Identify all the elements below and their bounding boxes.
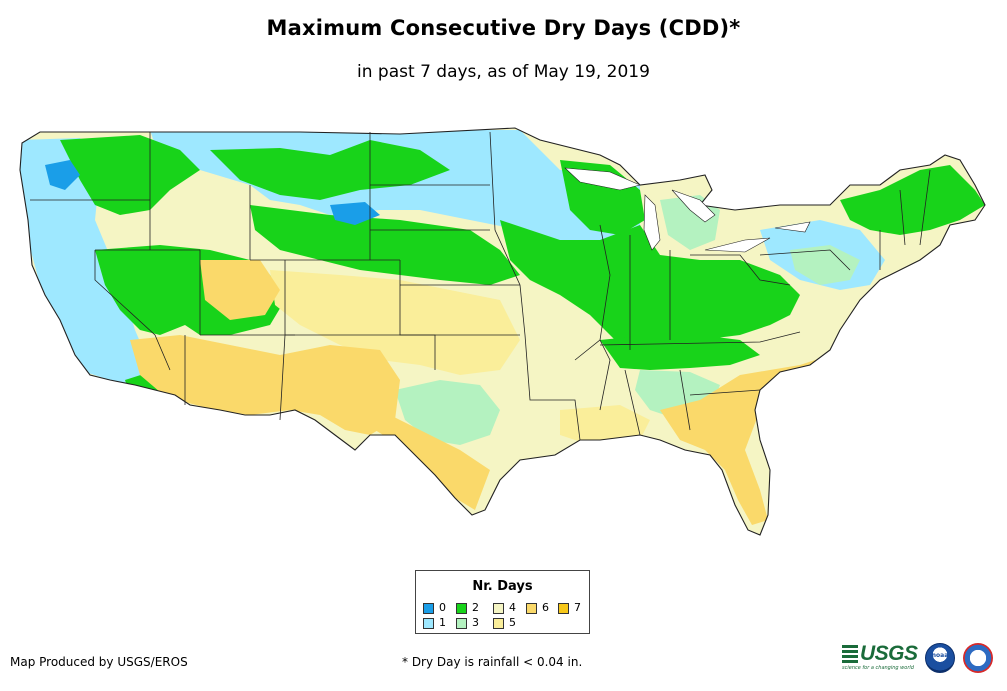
zone-3-texas bbox=[395, 380, 500, 445]
cdd-map bbox=[19, 127, 986, 536]
usgs-logo-tagline: science for a changing world bbox=[842, 665, 914, 671]
zone-2-new-england bbox=[840, 165, 985, 235]
zone-2-northwest bbox=[60, 135, 200, 215]
legend-swatch-6 bbox=[526, 603, 537, 614]
zone-6-south-texas bbox=[375, 410, 490, 510]
legend-swatch-4 bbox=[493, 603, 504, 614]
credit-text: Map Produced by USGS/EROS bbox=[10, 655, 188, 669]
legend-swatch-2 bbox=[456, 603, 467, 614]
zone-2-midwest bbox=[500, 220, 800, 355]
zone-6-southwest bbox=[130, 335, 400, 435]
legend-label-1: 1 bbox=[439, 616, 446, 629]
zone-0-dakotas bbox=[330, 202, 380, 225]
legend-swatch-0 bbox=[423, 603, 434, 614]
zone-5-gulf bbox=[560, 405, 650, 445]
dry-day-footnote: * Dry Day is rainfall < 0.04 in. bbox=[402, 655, 583, 669]
legend: Nr. Days 0 1 2 3 4 5 6 7 bbox=[415, 570, 590, 634]
great-lakes bbox=[564, 167, 811, 253]
legend-label-2: 2 bbox=[472, 601, 479, 614]
zone-5-south-plains bbox=[270, 270, 520, 375]
state-boundaries bbox=[19, 127, 986, 536]
legend-swatch-1 bbox=[423, 618, 434, 629]
legend-swatch-3 bbox=[456, 618, 467, 629]
legend-swatch-7 bbox=[558, 603, 569, 614]
zone-2-plains bbox=[250, 205, 520, 285]
legend-swatch-5 bbox=[493, 618, 504, 629]
usgs-mark-icon bbox=[842, 645, 858, 663]
map-title: Maximum Consecutive Dry Days (CDD)* bbox=[266, 16, 741, 40]
legend-label-4: 4 bbox=[509, 601, 516, 614]
zone-3-midatlantic bbox=[790, 245, 860, 285]
legend-label-3: 3 bbox=[472, 616, 479, 629]
zone-2-tennessee bbox=[600, 335, 760, 370]
legend-title: Nr. Days bbox=[472, 579, 533, 594]
usgs-logo-word: USGS bbox=[860, 642, 918, 665]
legend-label-5: 5 bbox=[509, 616, 516, 629]
nws-logo bbox=[963, 643, 993, 673]
legend-label-7: 7 bbox=[574, 601, 581, 614]
usgs-logo: USGS science for a changing world bbox=[842, 642, 918, 672]
zone-0-washington bbox=[45, 160, 80, 190]
noaa-logo: noaa bbox=[925, 643, 955, 673]
legend-label-6: 6 bbox=[542, 601, 549, 614]
zone-6-colorado bbox=[200, 260, 280, 320]
map-subtitle: in past 7 days, as of May 19, 2019 bbox=[357, 62, 650, 82]
noaa-logo-word: noaa bbox=[931, 652, 949, 659]
legend-label-0: 0 bbox=[439, 601, 446, 614]
